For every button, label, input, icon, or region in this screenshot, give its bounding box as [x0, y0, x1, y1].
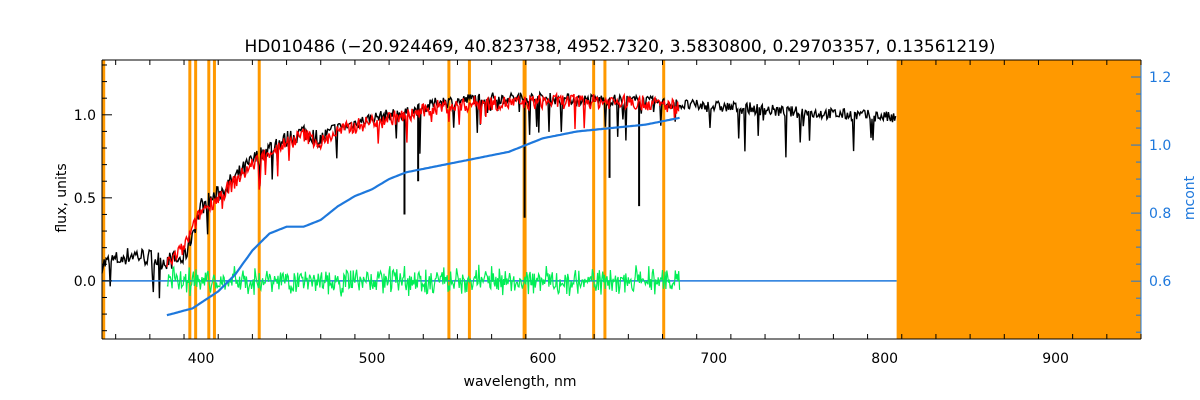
- y2-tick-label: 1.0: [1149, 138, 1171, 154]
- y-tick-label: 0.5: [74, 191, 96, 207]
- x-tick-label: 400: [188, 351, 215, 367]
- x-tick-label: 700: [700, 351, 727, 367]
- x-axis-label: wavelength, nm: [464, 374, 577, 390]
- x-tick-label: 600: [530, 351, 557, 367]
- y-axis-label: flux, units: [54, 163, 70, 232]
- x-tick-label: 800: [871, 351, 898, 367]
- series-layer: [101, 90, 897, 317]
- y-tick-label: 1.0: [74, 108, 96, 124]
- y2-tick-label: 0.6: [1149, 274, 1171, 290]
- y2-tick-label: 1.2: [1149, 70, 1171, 86]
- chart-title: HD010486 (−20.924469, 40.823738, 4952.73…: [245, 37, 996, 57]
- axes-layer: 400 500 600 700 800 900 0.0 0.5 1.0 0.6 0.8 1.0 1.2: [74, 59, 1171, 367]
- y-tick-label: 0.0: [74, 274, 96, 290]
- y2-tick-label: 0.8: [1149, 206, 1171, 222]
- x-tick-label: 900: [1042, 351, 1069, 367]
- masked-region: [896, 60, 1141, 339]
- right-axis-label: mcont: [1182, 175, 1198, 220]
- continuum-line: [166, 116, 680, 317]
- residuals-line: [166, 264, 681, 297]
- model-flux-line: [166, 91, 680, 268]
- x-tick-label: 500: [359, 351, 386, 367]
